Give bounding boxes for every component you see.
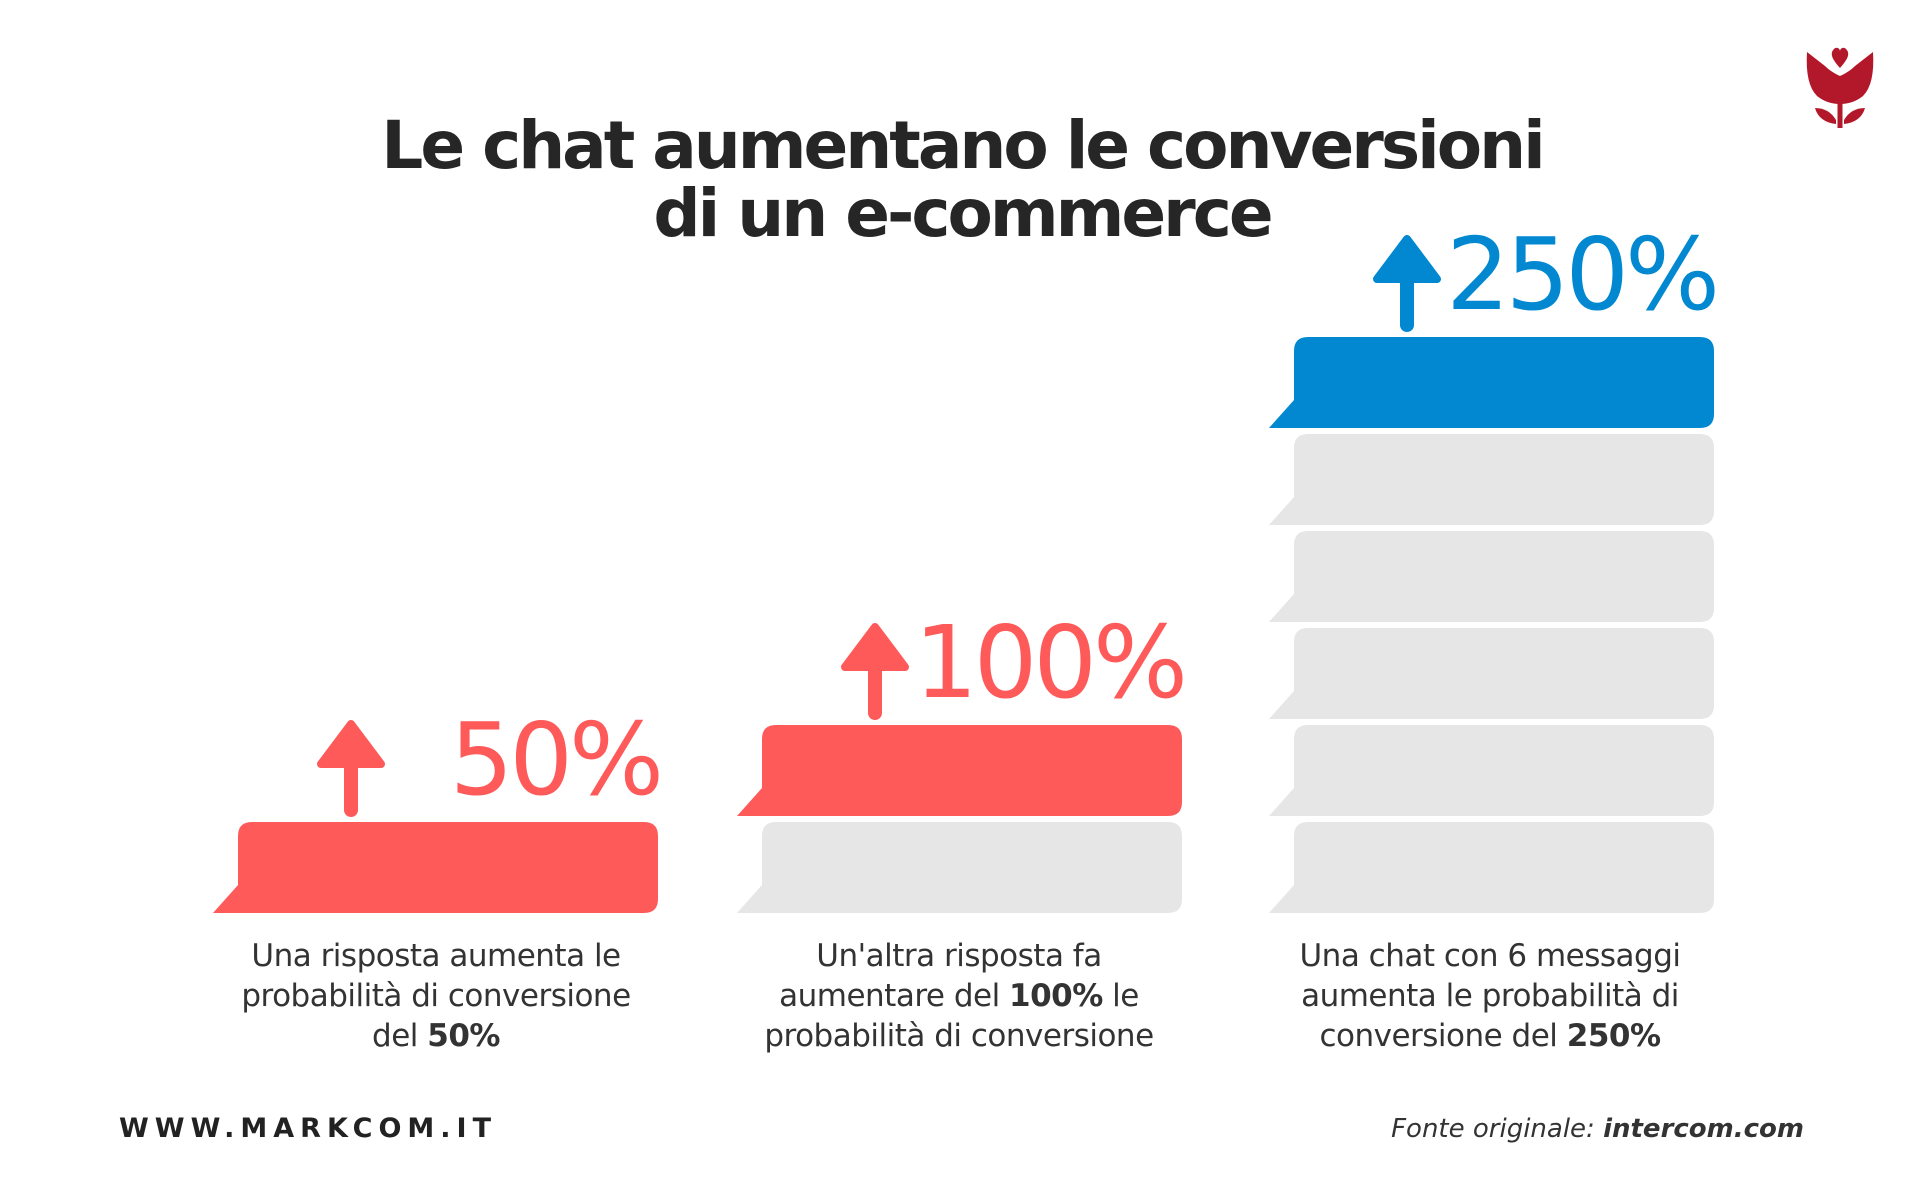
message-bubble [1269, 531, 1714, 622]
message-bubble [737, 822, 1182, 913]
caption-text: probabilità di conversione [764, 1018, 1154, 1054]
caption-text: aumenta le probabilità di [1301, 978, 1679, 1014]
up-arrow-icon [841, 623, 909, 720]
highlight-message-bubble [1269, 337, 1714, 428]
value-label: 250% [1446, 216, 1720, 333]
source-prefix: Fonte originale: [1391, 1114, 1604, 1144]
caption-highlight: 50% [427, 1018, 500, 1054]
caption-text: le [1102, 978, 1139, 1014]
caption-highlight: 100% [1009, 978, 1103, 1014]
caption-text: conversione del [1319, 1018, 1567, 1054]
caption: Un'altra risposta fa aumentare del 100% l… [699, 936, 1219, 1056]
caption-text: probabilità di conversione [241, 978, 631, 1014]
caption-line: aumenta le probabilità di [1230, 976, 1750, 1016]
message-bubble [1269, 822, 1714, 913]
title-line-1: Le chat aumentano le conversioni [381, 107, 1545, 184]
title-line-2: di un e-commerce [653, 175, 1273, 252]
caption-text: Una risposta aumenta le [251, 938, 621, 974]
caption: Una risposta aumenta le probabilità di co… [176, 936, 696, 1056]
caption-line: aumentare del 100% le [699, 976, 1219, 1016]
caption-text: aumentare del [779, 978, 1010, 1014]
tulip-heart-logo-icon [1806, 47, 1874, 128]
caption-line: Una chat con 6 messaggi [1230, 936, 1750, 976]
up-arrow-icon [317, 720, 385, 817]
highlight-message-bubble [213, 822, 658, 913]
value-label: 50% [449, 701, 664, 818]
caption-text: Un'altra risposta fa [816, 938, 1102, 974]
caption-highlight: 250% [1566, 1018, 1661, 1054]
source-credit: Fonte originale: intercom.com [1391, 1114, 1804, 1144]
caption-line: Una risposta aumenta le [176, 936, 696, 976]
caption-line: probabilità di conversione [699, 1016, 1219, 1056]
source-name: intercom.com [1603, 1114, 1804, 1144]
caption-text: Una chat con 6 messaggi [1299, 938, 1681, 974]
value-label: 100% [914, 604, 1188, 721]
caption-line: conversione del 250% [1230, 1016, 1750, 1056]
caption-line: del 50% [176, 1016, 696, 1056]
caption: Una chat con 6 messaggi aumenta le probab… [1230, 936, 1750, 1056]
message-bubble [1269, 628, 1714, 719]
website-label: WWW.MARKCOM.IT [119, 1113, 498, 1144]
message-bubble [1269, 434, 1714, 525]
caption-text: del [372, 1018, 428, 1054]
up-arrow-icon [1373, 235, 1441, 332]
message-bubble [1269, 725, 1714, 816]
highlight-message-bubble [737, 725, 1182, 816]
caption-line: Un'altra risposta fa [699, 936, 1219, 976]
page-title: Le chat aumentano le conversioni di un e… [0, 112, 1920, 248]
caption-line: probabilità di conversione [176, 976, 696, 1016]
